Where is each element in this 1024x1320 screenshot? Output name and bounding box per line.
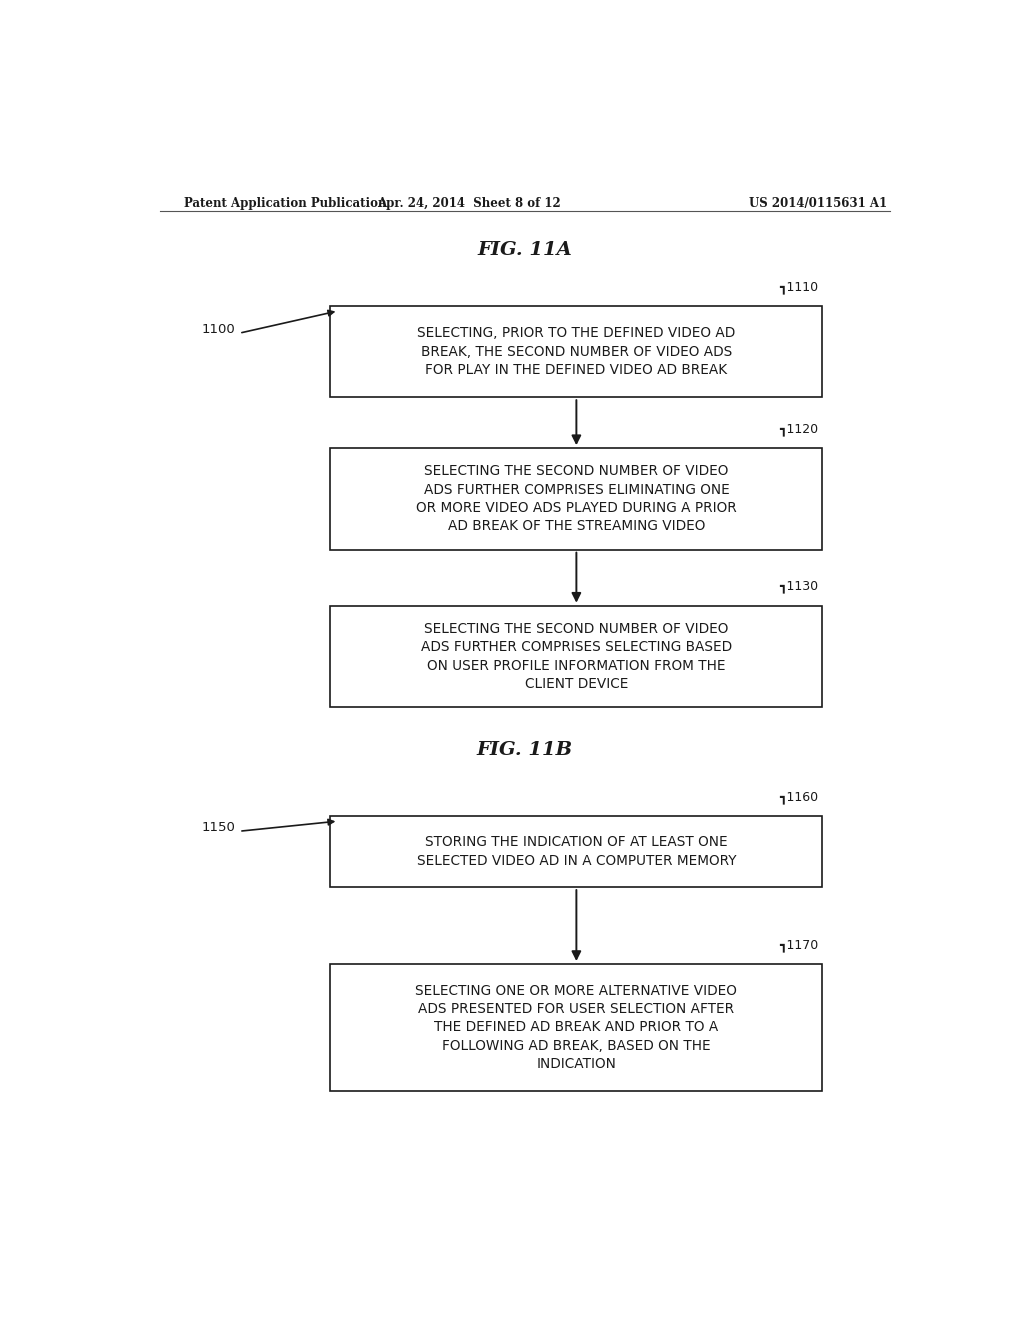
Text: SELECTING THE SECOND NUMBER OF VIDEO
ADS FURTHER COMPRISES SELECTING BASED
ON US: SELECTING THE SECOND NUMBER OF VIDEO ADS… (421, 622, 732, 692)
Bar (331, 306, 822, 397)
Text: 1100: 1100 (202, 323, 236, 337)
Bar (331, 964, 822, 1090)
Text: ┓1130: ┓1130 (779, 581, 818, 594)
Text: FIG. 11A: FIG. 11A (477, 240, 572, 259)
Text: US 2014/0115631 A1: US 2014/0115631 A1 (750, 197, 888, 210)
Text: FIG. 11B: FIG. 11B (477, 741, 572, 759)
Bar (331, 606, 822, 708)
Text: ┓1110: ┓1110 (779, 281, 818, 293)
Text: ┓1120: ┓1120 (779, 422, 818, 436)
Text: Apr. 24, 2014  Sheet 8 of 12: Apr. 24, 2014 Sheet 8 of 12 (378, 197, 561, 210)
Text: SELECTING THE SECOND NUMBER OF VIDEO
ADS FURTHER COMPRISES ELIMINATING ONE
OR MO: SELECTING THE SECOND NUMBER OF VIDEO ADS… (416, 465, 736, 533)
Text: ┓1170: ┓1170 (779, 939, 818, 952)
Bar (331, 447, 822, 549)
Bar (331, 816, 822, 887)
Text: STORING THE INDICATION OF AT LEAST ONE
SELECTED VIDEO AD IN A COMPUTER MEMORY: STORING THE INDICATION OF AT LEAST ONE S… (417, 836, 736, 867)
Text: Patent Application Publication: Patent Application Publication (183, 197, 386, 210)
Text: SELECTING, PRIOR TO THE DEFINED VIDEO AD
BREAK, THE SECOND NUMBER OF VIDEO ADS
F: SELECTING, PRIOR TO THE DEFINED VIDEO AD… (417, 326, 735, 378)
Text: 1150: 1150 (202, 821, 236, 834)
Text: ┓1160: ┓1160 (779, 791, 818, 804)
Text: SELECTING ONE OR MORE ALTERNATIVE VIDEO
ADS PRESENTED FOR USER SELECTION AFTER
T: SELECTING ONE OR MORE ALTERNATIVE VIDEO … (416, 983, 737, 1072)
